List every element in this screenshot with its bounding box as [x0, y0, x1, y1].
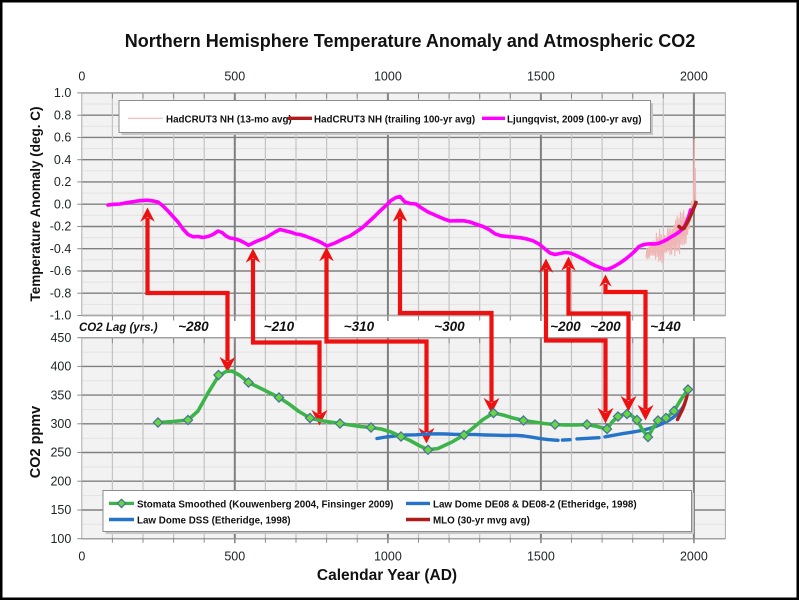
svg-text:350: 350 — [50, 388, 71, 402]
svg-text:~280: ~280 — [178, 319, 209, 334]
svg-text:~310: ~310 — [344, 319, 375, 334]
svg-text:0.6: 0.6 — [54, 131, 71, 145]
svg-text:300: 300 — [50, 417, 71, 431]
svg-text:~140: ~140 — [650, 319, 681, 334]
svg-text:~210: ~210 — [264, 319, 295, 334]
svg-text:Northern Hemisphere Temperatur: Northern Hemisphere Temperature Anomaly … — [125, 31, 695, 51]
svg-text:1000: 1000 — [374, 550, 402, 564]
svg-text:-0.4: -0.4 — [50, 242, 72, 256]
svg-text:450: 450 — [50, 331, 71, 345]
svg-text:~200: ~200 — [590, 319, 621, 334]
svg-text:HadCRUT3 NH (trailing 100-yr a: HadCRUT3 NH (trailing 100-yr avg) — [314, 114, 475, 125]
svg-text:Stomata Smoothed (Kouwenberg 2: Stomata Smoothed (Kouwenberg 2004, Finsi… — [137, 499, 393, 510]
svg-text:Calendar Year (AD): Calendar Year (AD) — [317, 567, 457, 584]
svg-text:CO2 Lag (yrs.): CO2 Lag (yrs.) — [79, 322, 158, 334]
svg-text:-0.6: -0.6 — [50, 264, 72, 278]
svg-text:400: 400 — [50, 360, 71, 374]
svg-text:1500: 1500 — [527, 70, 555, 84]
svg-text:500: 500 — [224, 550, 245, 564]
svg-text:Ljungqvist, 2009 (100-yr avg): Ljungqvist, 2009 (100-yr avg) — [507, 114, 641, 125]
svg-text:-1.0: -1.0 — [50, 309, 72, 323]
svg-text:1000: 1000 — [374, 70, 402, 84]
svg-text:Law Dome DE08 & DE08-2 (Etheri: Law Dome DE08 & DE08-2 (Etheridge, 1998) — [433, 499, 637, 510]
svg-text:500: 500 — [224, 70, 245, 84]
svg-text:0: 0 — [78, 550, 85, 564]
svg-text:0.2: 0.2 — [54, 175, 71, 189]
svg-text:-0.2: -0.2 — [50, 220, 72, 234]
svg-text:-0.8: -0.8 — [50, 286, 72, 300]
svg-text:200: 200 — [50, 474, 71, 488]
svg-text:HadCRUT3 NH (13-mo avg): HadCRUT3 NH (13-mo avg) — [166, 114, 292, 125]
svg-text:2000: 2000 — [680, 70, 708, 84]
svg-text:MLO (30-yr mvg avg): MLO (30-yr mvg avg) — [433, 516, 530, 527]
svg-text:CO2 ppmv: CO2 ppmv — [28, 406, 44, 479]
svg-text:1500: 1500 — [527, 550, 555, 564]
svg-text:Temperature Anomaly (deg. C): Temperature Anomaly (deg. C) — [28, 106, 43, 301]
svg-text:150: 150 — [50, 503, 71, 517]
svg-text:100: 100 — [50, 532, 71, 546]
svg-text:0: 0 — [78, 70, 85, 84]
svg-text:~200: ~200 — [550, 319, 581, 334]
svg-text:0.4: 0.4 — [54, 153, 71, 167]
svg-text:Law Dome DSS (Etheridge, 1998): Law Dome DSS (Etheridge, 1998) — [137, 516, 291, 527]
svg-text:2000: 2000 — [680, 550, 708, 564]
svg-text:250: 250 — [50, 446, 71, 460]
svg-text:0.0: 0.0 — [54, 197, 71, 211]
svg-text:1.0: 1.0 — [54, 86, 71, 100]
svg-text:0.8: 0.8 — [54, 108, 71, 122]
svg-text:~300: ~300 — [434, 319, 465, 334]
